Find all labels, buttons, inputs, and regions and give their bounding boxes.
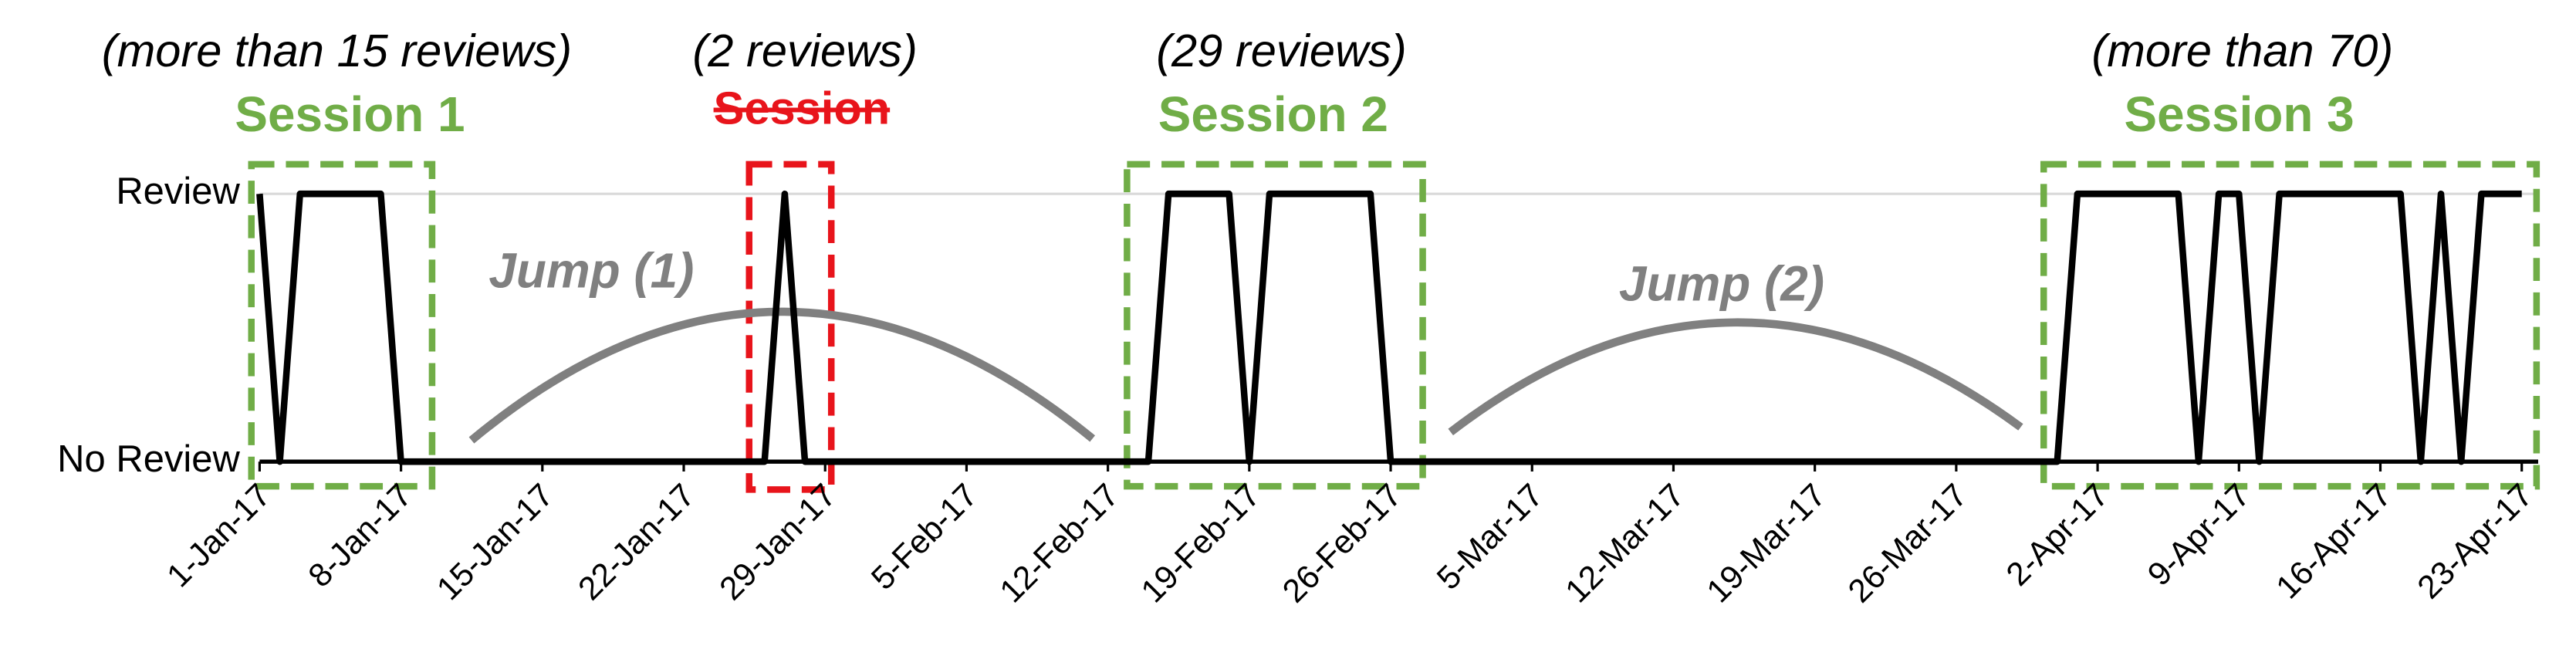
x-tick-label: 19-Mar-17 (1699, 477, 1833, 610)
x-tick-label: 5-Feb-17 (864, 477, 985, 597)
annotation: Session 1 (235, 86, 465, 142)
x-tick-label: 5-Mar-17 (1430, 477, 1550, 597)
session-box (248, 161, 436, 490)
x-tick-label: 26-Mar-17 (1841, 477, 1975, 610)
x-tick-label: 22-Jan-17 (571, 477, 701, 607)
x-tick-label: 26-Feb-17 (1276, 477, 1409, 610)
annotation: (29 reviews) (1156, 25, 1407, 76)
session-boxes (248, 161, 2541, 493)
jump-arc (468, 307, 1096, 444)
annotation: Session (714, 83, 891, 134)
x-tick-label: 1-Jan-17 (160, 477, 278, 595)
annotation: (more than 15 reviews) (102, 25, 572, 76)
x-tick-label: 15-Jan-17 (430, 477, 560, 607)
x-tick-label: 16-Apr-17 (2269, 477, 2399, 607)
x-tick-label: 29-Jan-17 (712, 477, 843, 607)
session-box (745, 161, 835, 493)
jump-arcs (468, 307, 2023, 444)
x-tick-label: 12-Mar-17 (1558, 477, 1692, 610)
session-box (2040, 161, 2541, 490)
x-tick-label: 2-Apr-17 (2000, 477, 2116, 593)
series-line (256, 190, 2522, 465)
session-box (1124, 161, 1426, 490)
x-tick-label: 23-Apr-17 (2410, 477, 2540, 607)
annotation: Session 3 (2124, 86, 2354, 142)
annotation: Session 2 (1158, 86, 1388, 142)
annotation: Jump (1) (488, 242, 694, 298)
annotation: (more than 70) (2091, 25, 2393, 76)
x-tick-label: 19-Feb-17 (1134, 477, 1268, 610)
x-tick-label: 8-Jan-17 (301, 477, 419, 595)
annotation: Jump (2) (1619, 255, 1824, 311)
jump-arc (1448, 318, 2023, 436)
y-tick-label: Review (116, 171, 240, 212)
y-tick-label: No Review (57, 438, 240, 480)
annotation: (2 reviews) (692, 25, 917, 76)
x-tick-label: 12-Feb-17 (992, 477, 1126, 610)
x-tick-label: 9-Apr-17 (2141, 477, 2257, 593)
